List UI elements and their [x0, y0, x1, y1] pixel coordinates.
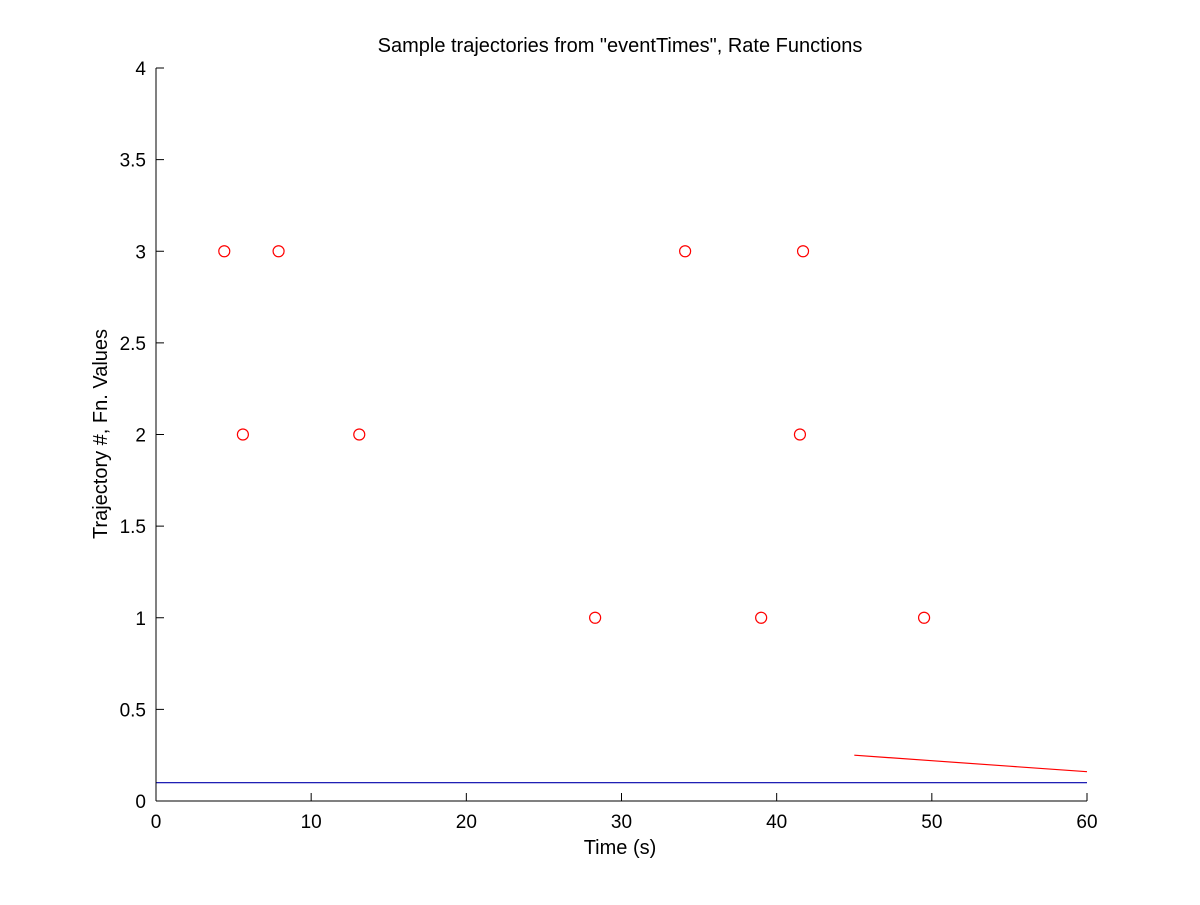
x-tick-label: 50: [921, 812, 942, 833]
data-point: [755, 611, 768, 624]
y-tick-label: 2.5: [120, 334, 146, 355]
data-point: [793, 428, 807, 441]
data-point: [218, 245, 231, 258]
data-point: [679, 245, 692, 258]
y-tick-label: 3: [135, 242, 146, 263]
x-tick-label: 10: [301, 812, 322, 833]
y-tick-label: 4: [135, 59, 146, 80]
y-axis-label: Trajectory #, Fn. Values: [90, 329, 112, 539]
x-axis-label: Time (s): [584, 837, 657, 859]
data-point: [353, 428, 366, 441]
chart-title: Sample trajectories from "eventTimes", R…: [378, 35, 863, 57]
data-point: [236, 428, 249, 441]
x-tick-label: 40: [766, 812, 787, 833]
y-tick-label: 2: [135, 426, 146, 447]
data-point: [589, 611, 602, 624]
x-tick-label: 20: [456, 812, 477, 833]
plot-area: [156, 245, 1088, 784]
x-axis: 0 10 20 30 40 50 60: [151, 793, 1098, 833]
y-tick-label: 0.5: [120, 700, 146, 721]
data-point: [796, 245, 810, 258]
y-tick-label: 1: [135, 609, 146, 630]
y-tick-label: 1.5: [120, 517, 146, 538]
data-point: [272, 245, 285, 258]
y-axis: 0 0.5 1 1.5 2 2.5 3 3.5 4: [120, 59, 164, 813]
x-tick-label: 0: [151, 812, 162, 833]
series-line-2: [854, 754, 1088, 773]
x-tick-label: 60: [1076, 812, 1097, 833]
x-tick-label: 30: [611, 812, 632, 833]
y-tick-label: 0: [135, 792, 146, 813]
data-point: [917, 611, 931, 624]
y-tick-label: 3.5: [120, 151, 146, 172]
